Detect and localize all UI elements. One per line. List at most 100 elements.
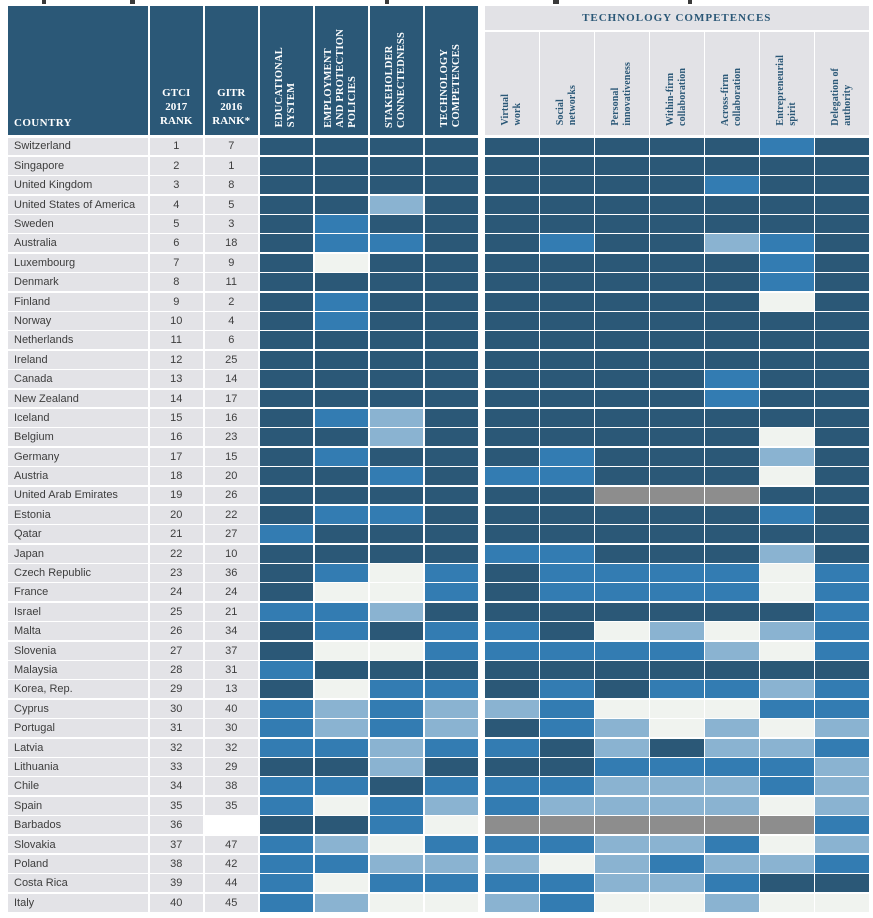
country-cell: Denmark [8, 273, 148, 292]
heat-cell [595, 505, 649, 524]
country-cell: Norway [8, 312, 148, 330]
gitr-rank-cell: 22 [204, 505, 258, 524]
heat-cell [650, 389, 704, 408]
heat-cell [314, 777, 368, 796]
heat-cell [705, 602, 759, 621]
heat-cell [259, 447, 313, 466]
heat-cell [815, 564, 869, 582]
gitr-rank-cell: 8 [204, 176, 258, 195]
heat-cell [650, 253, 704, 272]
heat-cell [485, 661, 539, 679]
heat-cell [424, 176, 478, 195]
column-gap [479, 331, 484, 350]
heat-cell [540, 680, 594, 699]
heat-cell [705, 505, 759, 524]
country-cell: Singapore [8, 156, 148, 175]
heat-cell [314, 544, 368, 563]
heat-cell [369, 816, 423, 835]
heat-cell [369, 389, 423, 408]
country-cell: Luxembourg [8, 253, 148, 272]
heat-cell [540, 641, 594, 660]
heat-cell [595, 602, 649, 621]
heat-cell [424, 854, 478, 873]
heat-cell [650, 796, 704, 815]
heat-cell [485, 816, 539, 835]
tech-column-label: Across-firm collaboration [719, 67, 743, 126]
heat-cell [259, 796, 313, 815]
heat-cell [369, 253, 423, 272]
heat-cell [815, 467, 869, 486]
country-cell: Estonia [8, 505, 148, 524]
heat-cell [259, 622, 313, 641]
heat-cell [705, 408, 759, 427]
heat-cell [760, 195, 814, 214]
country-cell: United States of America [8, 195, 148, 214]
heat-cell [424, 428, 478, 447]
heat-cell [760, 758, 814, 776]
column-gap [479, 215, 484, 233]
heat-cell [595, 195, 649, 214]
gtci-rank-cell: 35 [149, 796, 203, 815]
heat-cell [259, 758, 313, 776]
heat-cell [259, 350, 313, 369]
heat-cell [595, 796, 649, 815]
heat-cell [259, 505, 313, 524]
country-cell: Chile [8, 777, 148, 796]
heat-cell [314, 796, 368, 815]
heat-cell [369, 699, 423, 718]
heat-cell [815, 331, 869, 350]
gitr-rank-cell: 42 [204, 854, 258, 873]
heat-cell [259, 564, 313, 582]
heat-cell [760, 176, 814, 195]
heat-cell [705, 777, 759, 796]
heat-cell [815, 137, 869, 156]
heat-cell [369, 602, 423, 621]
heat-cell [424, 467, 478, 486]
heat-cell [760, 622, 814, 641]
heat-cell [314, 738, 368, 757]
heat-cell [760, 467, 814, 486]
heat-cell [595, 273, 649, 292]
heat-cell [540, 215, 594, 233]
heat-cell [259, 544, 313, 563]
heat-cell [424, 195, 478, 214]
country-cell: United Kingdom [8, 176, 148, 195]
country-cell: Slovenia [8, 641, 148, 660]
column-gap [479, 253, 484, 272]
column-gap [479, 370, 484, 389]
gitr-rank-cell: 3 [204, 215, 258, 233]
heat-cell [705, 137, 759, 156]
heat-cell [760, 641, 814, 660]
gitr-rank-cell: 27 [204, 525, 258, 544]
gitr-rank-cell: 23 [204, 428, 258, 447]
heat-cell [314, 234, 368, 253]
heat-cell [705, 156, 759, 175]
heat-cell [424, 544, 478, 563]
heat-cell [314, 350, 368, 369]
heat-cell [760, 583, 814, 602]
heat-cell [485, 525, 539, 544]
column-gap [479, 738, 484, 757]
heat-cell [595, 156, 649, 175]
heat-cell [485, 331, 539, 350]
column-gap [479, 680, 484, 699]
gtci-rank-cell: 27 [149, 641, 203, 660]
heat-cell [650, 292, 704, 311]
heat-cell [540, 854, 594, 873]
heat-cell [314, 486, 368, 505]
gitr-rank-cell: 6 [204, 331, 258, 350]
heat-cell [815, 253, 869, 272]
column-gap [479, 525, 484, 544]
heat-cell [485, 835, 539, 854]
country-cell: Barbados [8, 816, 148, 835]
heat-cell [815, 661, 869, 679]
column-gap [479, 854, 484, 873]
heat-cell [369, 564, 423, 582]
country-cell: Ireland [8, 350, 148, 369]
heat-cell [815, 854, 869, 873]
heat-cell [650, 758, 704, 776]
gtci-rank-cell: 33 [149, 758, 203, 776]
column-gap [479, 893, 484, 912]
tech-column-label: Within-firm collaboration [664, 67, 688, 126]
